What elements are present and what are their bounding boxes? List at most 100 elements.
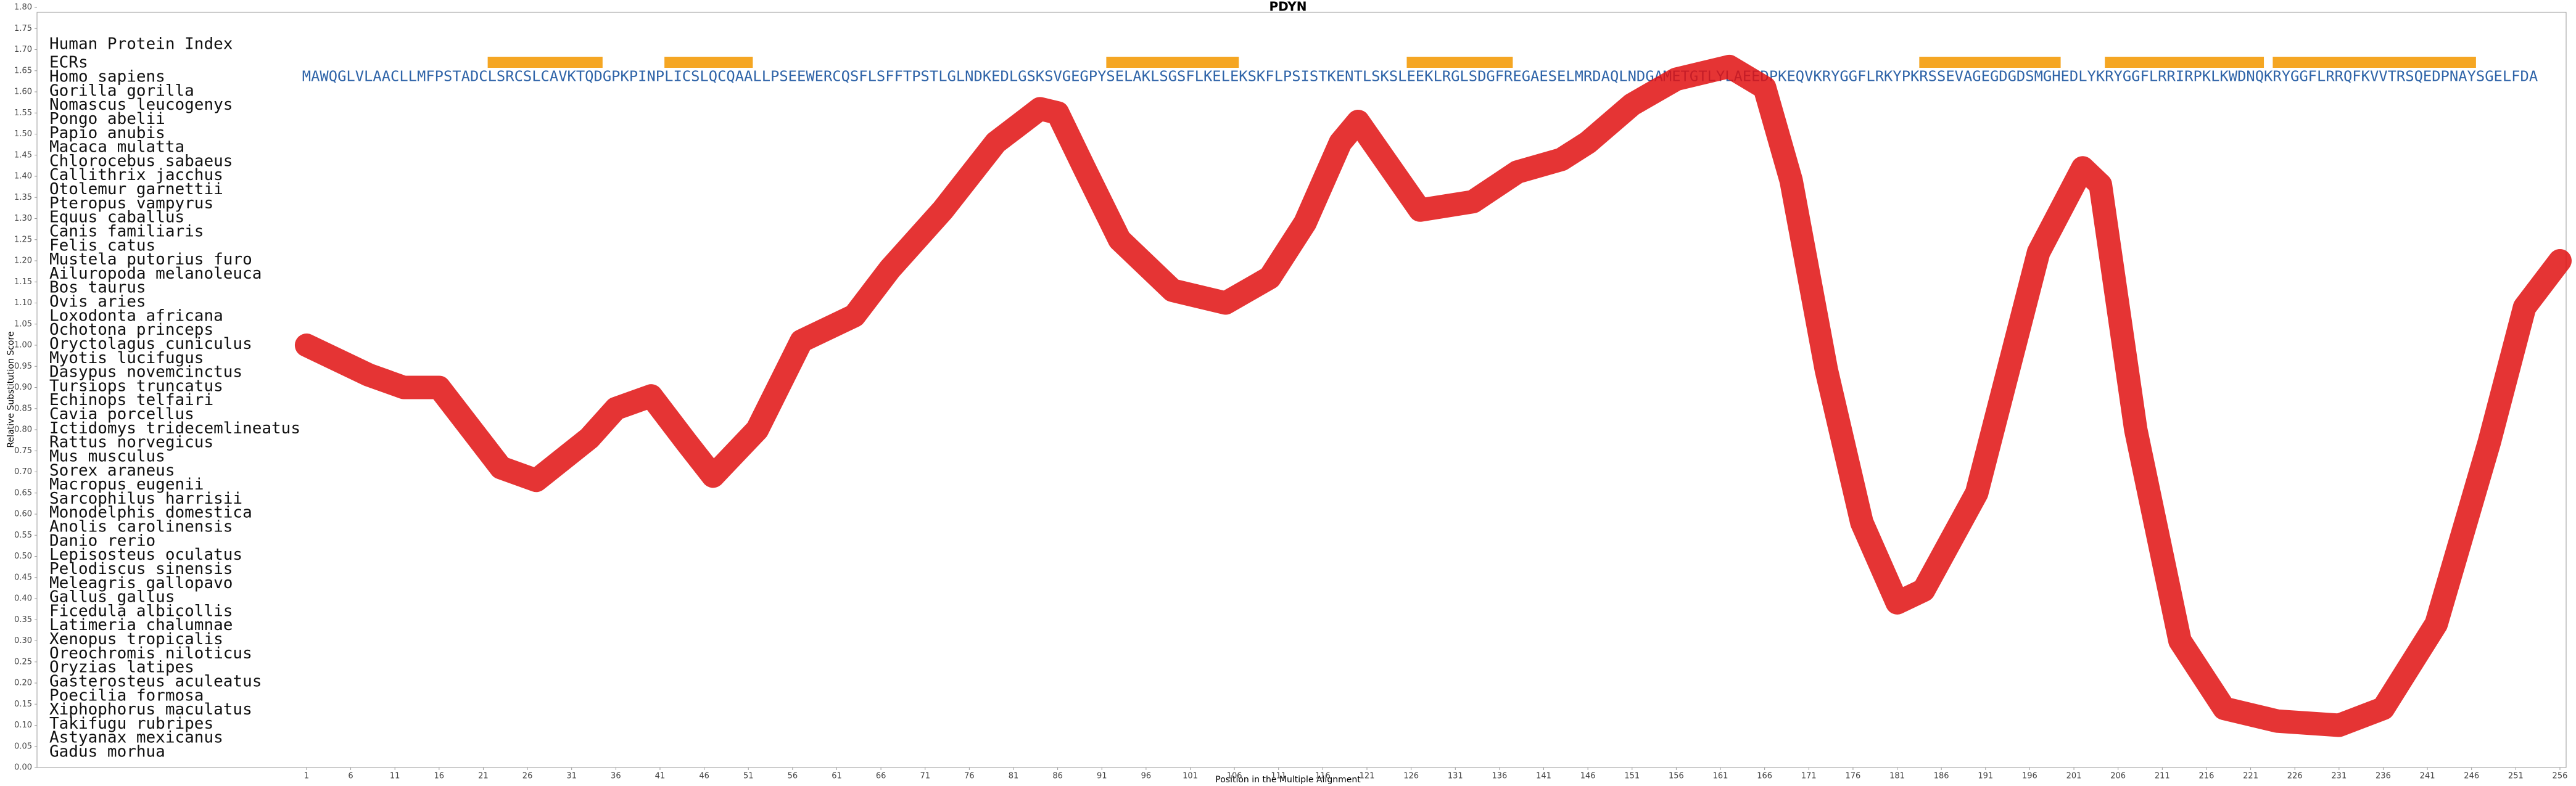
species-name: Rattus norvegicus bbox=[49, 433, 213, 452]
x-tick-label: 11 bbox=[390, 772, 400, 781]
x-tick-label: 196 bbox=[2022, 772, 2037, 781]
species-name: Takifugu rubripes bbox=[49, 714, 213, 733]
x-tick-label: 141 bbox=[1536, 772, 1551, 781]
ecr-label: ECRs bbox=[49, 54, 88, 72]
x-tick-label: 56 bbox=[788, 772, 798, 781]
x-tick-label: 96 bbox=[1141, 772, 1152, 781]
x-tick-label: 16 bbox=[434, 772, 445, 781]
index-label: Human Protein Index bbox=[49, 35, 233, 54]
x-tick-label: 1 bbox=[304, 772, 309, 781]
x-tick-label: 66 bbox=[876, 772, 886, 781]
ecr-region bbox=[2273, 57, 2476, 68]
x-tick-label: 241 bbox=[2420, 772, 2435, 781]
y-tick-label: 0.85 bbox=[14, 404, 32, 413]
species-name: Macropus eugenii bbox=[49, 475, 204, 494]
y-tick-label: 1.00 bbox=[14, 341, 32, 350]
x-tick-label: 51 bbox=[743, 772, 754, 781]
x-tick-label: 226 bbox=[2287, 772, 2303, 781]
x-tick-label: 216 bbox=[2199, 772, 2215, 781]
species-name: Oryzias latipes bbox=[49, 658, 194, 677]
x-tick-label: 251 bbox=[2508, 772, 2524, 781]
y-tick-label: 0.50 bbox=[14, 552, 32, 561]
y-tick-label: 1.65 bbox=[14, 66, 32, 75]
x-tick-label: 116 bbox=[1315, 772, 1331, 781]
species-name: Anolis carolinensis bbox=[49, 518, 233, 536]
species-name: Ovis aries bbox=[49, 293, 146, 311]
species-name: Gasterosteus aculeatus bbox=[49, 672, 262, 690]
species-name: Pelodiscus sinensis bbox=[49, 560, 233, 578]
species-name: Sarcophilus harrisii bbox=[49, 489, 242, 508]
x-tick-label: 181 bbox=[1889, 772, 1905, 781]
species-name: Homo sapiens bbox=[49, 68, 165, 86]
ecr-region bbox=[1106, 57, 1239, 68]
y-tick-label: 0.10 bbox=[14, 721, 32, 730]
y-tick-label: 1.75 bbox=[14, 24, 32, 33]
x-tick-label: 151 bbox=[1624, 772, 1640, 781]
species-name: Macaca mulatta bbox=[49, 138, 184, 157]
x-tick-label: 256 bbox=[2553, 772, 2568, 781]
species-name: Echinops telfairi bbox=[49, 391, 213, 409]
species-name: Oreochromis niloticus bbox=[49, 644, 252, 663]
x-tick-label: 21 bbox=[478, 772, 489, 781]
x-tick-label: 91 bbox=[1097, 772, 1107, 781]
x-tick-label: 71 bbox=[920, 772, 930, 781]
y-tick-label: 0.90 bbox=[14, 383, 32, 392]
species-name: Meleagris gallopavo bbox=[49, 574, 233, 592]
x-tick-label: 26 bbox=[522, 772, 533, 781]
species-name: Myotis lucifugus bbox=[49, 349, 204, 367]
x-tick-label: 6 bbox=[348, 772, 353, 781]
ecr-region bbox=[2105, 57, 2264, 68]
x-tick-label: 161 bbox=[1713, 772, 1728, 781]
species-name: Ochotona princeps bbox=[49, 321, 213, 339]
x-axis-label: Position in the Multiple Alignment bbox=[1215, 775, 1361, 785]
ecr-region bbox=[664, 57, 753, 68]
species-name: Papio anubis bbox=[49, 124, 165, 142]
ecr-region bbox=[1406, 57, 1513, 68]
y-tick-label: 1.50 bbox=[14, 129, 32, 139]
y-tick-label: 0.20 bbox=[14, 679, 32, 688]
species-name: Danio rerio bbox=[49, 531, 155, 550]
x-tick-label: 166 bbox=[1757, 772, 1772, 781]
y-tick-label: 0.35 bbox=[14, 615, 32, 624]
y-tick-label: 1.70 bbox=[14, 45, 32, 54]
species-name: Oryctolagus cuniculus bbox=[49, 335, 252, 353]
x-tick-label: 81 bbox=[1009, 772, 1019, 781]
species-name: Nomascus leucogenys bbox=[49, 96, 233, 114]
species-name: Canis familiaris bbox=[49, 222, 204, 240]
y-tick-label: 0.15 bbox=[14, 700, 32, 709]
ecr-region bbox=[487, 57, 603, 68]
x-tick-label: 231 bbox=[2331, 772, 2347, 781]
species-name: Tursiops truncatus bbox=[49, 377, 223, 395]
score-line bbox=[294, 54, 2572, 737]
y-tick-label: 0.00 bbox=[14, 763, 32, 772]
y-tick-label: 0.60 bbox=[14, 510, 32, 519]
species-name: Lepisosteus oculatus bbox=[49, 546, 242, 564]
x-tick-label: 126 bbox=[1403, 772, 1419, 781]
x-tick-label: 46 bbox=[699, 772, 709, 781]
y-tick-label: 1.20 bbox=[14, 256, 32, 266]
x-tick-label: 201 bbox=[2066, 772, 2082, 781]
species-name: Pongo abelii bbox=[49, 110, 165, 128]
y-tick-label: 0.95 bbox=[14, 362, 32, 371]
species-name: Callithrix jacchus bbox=[49, 166, 223, 184]
species-name: Cavia porcellus bbox=[49, 405, 194, 424]
species-name: Ailuropoda melanoleuca bbox=[49, 264, 262, 283]
species-name: Mus musculus bbox=[49, 447, 165, 465]
ecr-region bbox=[1919, 57, 2061, 68]
species-name: Ictidomys tridecemlineatus bbox=[49, 419, 300, 438]
species-name: Mustela putorius furo bbox=[49, 250, 252, 269]
y-tick-label: 1.30 bbox=[14, 214, 32, 223]
y-tick-label: 0.45 bbox=[14, 573, 32, 582]
x-tick-label: 41 bbox=[655, 772, 666, 781]
x-tick-label: 206 bbox=[2110, 772, 2126, 781]
x-tick-label: 136 bbox=[1492, 772, 1507, 781]
x-tick-label: 221 bbox=[2243, 772, 2258, 781]
x-tick-label: 176 bbox=[1846, 772, 1861, 781]
species-name: Otolemur garnettii bbox=[49, 180, 223, 199]
species-name: Astyanax mexicanus bbox=[49, 729, 223, 747]
x-tick-label: 111 bbox=[1271, 772, 1286, 781]
species-name: Xenopus tropicalis bbox=[49, 630, 223, 649]
y-axis-label: Relative Substitution Score bbox=[6, 331, 16, 448]
y-tick-label: 1.40 bbox=[14, 172, 32, 181]
